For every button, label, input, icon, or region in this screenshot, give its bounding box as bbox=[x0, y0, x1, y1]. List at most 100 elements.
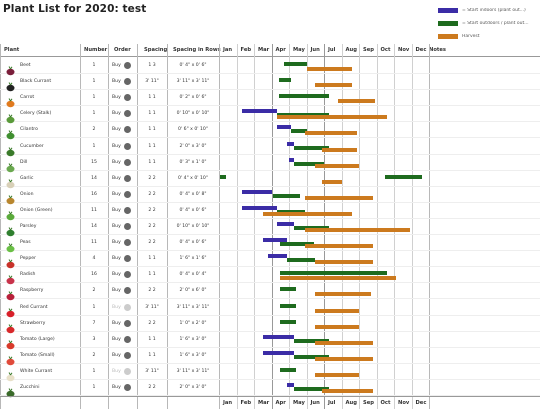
table-row: Pepper 4 Buy 1 1 1' 6" x 1' 6" bbox=[0, 251, 540, 269]
column-divider bbox=[219, 44, 220, 409]
plant-number: 2 bbox=[92, 288, 96, 294]
order-info-icon[interactable] bbox=[124, 271, 131, 279]
legend-label: = Start outdoors / plant out... bbox=[462, 21, 529, 26]
row-divider bbox=[0, 137, 540, 139]
outdoor-sowing-bar bbox=[278, 78, 291, 83]
plant-number: 1 bbox=[92, 143, 96, 149]
outdoor-sowing-bar bbox=[278, 94, 330, 99]
plant-spacing: 2 2 bbox=[148, 320, 156, 326]
plant-number: 1 bbox=[92, 79, 96, 85]
plant-spacing: 3' 11" bbox=[145, 304, 159, 310]
order-info-icon[interactable] bbox=[124, 239, 131, 247]
outdoor-sowing-bar bbox=[283, 62, 307, 66]
buy-link[interactable]: Buy bbox=[112, 352, 121, 358]
order-info-icon[interactable] bbox=[124, 367, 131, 375]
order-info-icon[interactable] bbox=[124, 158, 131, 166]
order-info-icon[interactable] bbox=[124, 255, 131, 263]
harvest-bar bbox=[315, 163, 359, 168]
order-info-icon[interactable] bbox=[124, 190, 131, 198]
buy-link[interactable]: Buy bbox=[112, 304, 121, 310]
buy-link[interactable]: Buy bbox=[112, 63, 121, 68]
outdoor-sowing-bar bbox=[294, 387, 330, 391]
plant-number: 1 bbox=[92, 368, 96, 374]
buy-link[interactable]: Buy bbox=[112, 385, 121, 390]
buy-link[interactable]: Buy bbox=[112, 320, 121, 326]
column-divider bbox=[167, 44, 168, 409]
outdoor-sowing-bar bbox=[280, 287, 296, 292]
order-info-icon[interactable] bbox=[124, 335, 131, 343]
legend-item: Harvest bbox=[438, 30, 538, 43]
outdoor-sowing-bar bbox=[280, 271, 387, 276]
plant-spacing-rows: 0' 6" x 0' 10" bbox=[178, 127, 208, 133]
month-gridline bbox=[271, 44, 273, 409]
buy-link[interactable]: Buy bbox=[112, 175, 121, 181]
buy-link[interactable]: Buy bbox=[112, 95, 121, 101]
buy-link[interactable]: Buy bbox=[112, 111, 121, 117]
pepper-icon bbox=[5, 254, 16, 269]
buy-link[interactable]: Buy bbox=[112, 143, 121, 149]
order-info-icon[interactable] bbox=[124, 126, 131, 134]
order-info-icon[interactable] bbox=[124, 110, 131, 118]
plant-spacing: 2 2 bbox=[148, 175, 156, 181]
order-info-icon[interactable] bbox=[124, 287, 131, 295]
order-info-icon[interactable] bbox=[124, 206, 131, 214]
order-info-icon[interactable] bbox=[124, 319, 131, 327]
order-info-icon[interactable] bbox=[124, 223, 131, 230]
column-divider bbox=[80, 44, 81, 409]
table-row: Garlic 14 Buy 2 2 0' 4" x 0' 10" bbox=[0, 171, 540, 188]
order-info-icon[interactable] bbox=[124, 142, 131, 150]
order-info-icon[interactable] bbox=[124, 78, 131, 86]
garlic-icon bbox=[5, 174, 16, 188]
indoor-sowing-bar bbox=[289, 157, 295, 162]
month-footer: Jul bbox=[328, 400, 336, 406]
order-info-icon[interactable] bbox=[124, 174, 131, 182]
order-info-icon[interactable] bbox=[124, 303, 131, 311]
harvest-bar bbox=[276, 115, 387, 120]
plant-spacing: 3' 11" bbox=[145, 368, 159, 374]
month-gridline bbox=[341, 44, 343, 409]
indoor-sowing-bar bbox=[241, 109, 277, 114]
buy-link[interactable]: Buy bbox=[112, 272, 121, 278]
indoor-sowing-bar bbox=[287, 383, 295, 387]
plant-number: 11 bbox=[91, 240, 97, 246]
month-footer: Oct bbox=[380, 400, 391, 406]
buy-link[interactable]: Buy bbox=[112, 224, 121, 229]
harvest-bar bbox=[315, 260, 373, 265]
harvest-bar bbox=[322, 147, 358, 152]
buy-link[interactable]: Buy bbox=[112, 256, 121, 262]
month-header: Aug bbox=[345, 47, 357, 53]
column-divider bbox=[0, 44, 1, 409]
buy-link[interactable]: Buy bbox=[112, 288, 121, 294]
buy-link[interactable]: Buy bbox=[112, 191, 121, 197]
order-info-icon[interactable] bbox=[124, 351, 131, 359]
plant-spacing: 2 2 bbox=[148, 385, 156, 390]
month-footer: Feb bbox=[240, 400, 252, 406]
parsley-icon bbox=[5, 222, 16, 237]
row-divider bbox=[0, 169, 540, 171]
order-info-icon[interactable] bbox=[124, 384, 131, 391]
plant-spacing-rows: 1' 6" x 1' 6" bbox=[179, 256, 207, 262]
buy-link[interactable]: Buy bbox=[112, 336, 121, 342]
buy-link[interactable]: Buy bbox=[112, 79, 121, 85]
buy-link[interactable]: Buy bbox=[112, 127, 121, 133]
buy-link[interactable]: Buy bbox=[112, 240, 121, 246]
indoor-sowing-bar bbox=[241, 189, 272, 194]
harvest-bar bbox=[304, 228, 410, 232]
buy-link[interactable]: Buy bbox=[112, 159, 121, 165]
buy-link[interactable]: Buy bbox=[112, 207, 121, 213]
plant-number: 1 bbox=[92, 95, 96, 101]
plant-spacing-rows: 0' 4" x 0' 6" bbox=[179, 63, 207, 68]
outdoor-sowing-bar bbox=[280, 367, 296, 372]
order-info-icon[interactable] bbox=[124, 94, 131, 102]
month-footer: Sep bbox=[363, 400, 374, 406]
plant-number: 16 bbox=[91, 272, 97, 278]
green-onion-icon bbox=[5, 206, 16, 221]
indoor-sowing-bar bbox=[268, 254, 288, 259]
legend-swatch bbox=[438, 34, 458, 39]
month-footer: Mar bbox=[258, 400, 270, 406]
month-footer: May bbox=[293, 400, 305, 406]
order-info-icon[interactable] bbox=[124, 62, 131, 69]
plant-number: 1 bbox=[92, 63, 96, 68]
plant-name: Tomato (Small) bbox=[20, 352, 55, 358]
buy-link[interactable]: Buy bbox=[112, 368, 121, 374]
